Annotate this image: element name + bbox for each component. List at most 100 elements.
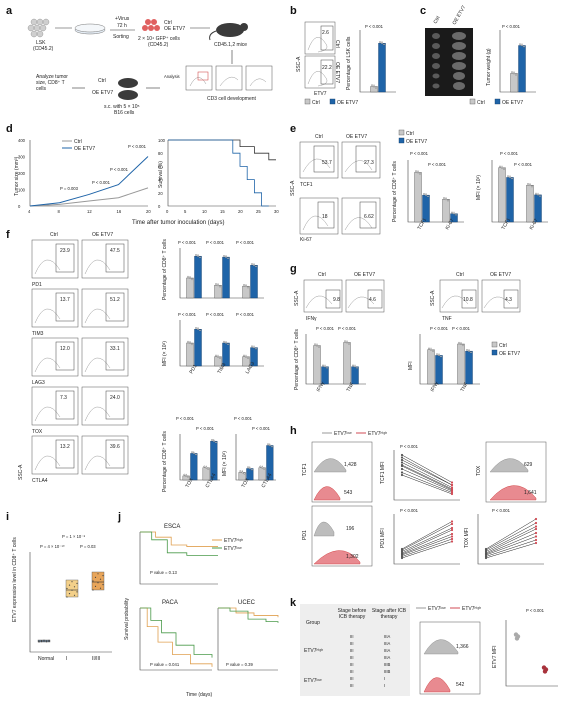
f-p7: P < 0.001 bbox=[176, 416, 195, 421]
g1-dot-1-1-0 bbox=[352, 364, 354, 367]
e2-dot-0-1-0 bbox=[507, 175, 509, 178]
h-pd1-paired bbox=[393, 514, 460, 565]
g-col-3: Ctrl bbox=[456, 272, 464, 278]
b-legend-ctrl-swatch bbox=[304, 98, 311, 105]
g2-dot-1-0-2 bbox=[462, 344, 464, 347]
e-val-4: 6.62 bbox=[364, 214, 374, 220]
f-marker-2: LAG3 bbox=[32, 380, 45, 386]
h2-line-0 bbox=[401, 521, 453, 550]
k-after-6: I bbox=[384, 676, 385, 681]
h-val-1: 1,428 bbox=[344, 462, 357, 468]
j-legend-low: ETV7ˡᵒʷ bbox=[224, 546, 242, 552]
h-val-5: 629 bbox=[524, 462, 533, 468]
k-val-1: 1,366 bbox=[456, 644, 469, 650]
f3-cat-0: TOX bbox=[185, 477, 196, 489]
d2-ytick-2: 40 bbox=[158, 178, 163, 183]
j-title-paca: PACA bbox=[162, 600, 178, 606]
g1-cat-0: IFNγ bbox=[316, 380, 327, 393]
j1-axes bbox=[139, 532, 218, 585]
g-val-3: 10.8 bbox=[463, 297, 473, 303]
mouse-oe-label: OE ETV7 bbox=[92, 90, 113, 96]
i-p3: P = 0.03 bbox=[80, 544, 96, 549]
i-dot-1-5 bbox=[66, 587, 68, 590]
i-dot-0-4 bbox=[48, 639, 50, 642]
f-gate-1-oe bbox=[105, 292, 125, 322]
b-bar-0-1 bbox=[378, 43, 386, 93]
f1-axes bbox=[179, 248, 264, 299]
d2-ytick-4: 80 bbox=[158, 151, 163, 156]
f-contour-4-ctrl bbox=[34, 455, 61, 471]
g2-dot-0-0-2 bbox=[432, 350, 434, 352]
j-p-paca: P value = 0.041 bbox=[150, 662, 180, 667]
f1-dot-0-0-0 bbox=[187, 275, 189, 278]
h1-line-4 bbox=[401, 464, 453, 490]
d1-tick-0: 4 bbox=[28, 209, 31, 214]
d1-tick-4: 20 bbox=[146, 209, 151, 214]
g2-dot-1-1-1 bbox=[468, 350, 470, 352]
h2-pt-b-1 bbox=[450, 522, 454, 526]
f-plot-4-ctrl bbox=[31, 435, 79, 475]
e1-cat-1: Ki-67 bbox=[445, 218, 456, 231]
g-col-1: Ctrl bbox=[318, 272, 326, 278]
h-val-6: 1,641 bbox=[524, 490, 537, 496]
gfp-cells-icon bbox=[142, 19, 160, 31]
i-dot-1-1 bbox=[68, 584, 71, 586]
f-p3: P < 0.001 bbox=[236, 240, 255, 245]
d1-tick-1: 8 bbox=[58, 209, 61, 214]
e-p2: P < 0.001 bbox=[428, 162, 447, 167]
h1-pt-a-5 bbox=[400, 464, 404, 468]
h3-pt-b-3 bbox=[534, 527, 538, 531]
h1-pt-a-7 bbox=[400, 471, 404, 474]
d2-step-ctrl bbox=[168, 139, 276, 161]
analyze-line3: cells bbox=[36, 86, 47, 92]
f2-dot-2-1-1 bbox=[253, 346, 255, 349]
h-ylabel-pd1: PD1 MFI bbox=[380, 528, 386, 548]
h2-line-4 bbox=[401, 533, 453, 555]
g-ylabel-2: SSC-A bbox=[430, 290, 436, 306]
h-tcf1-paired bbox=[393, 450, 460, 501]
j-ylabel: Survival probability bbox=[124, 598, 130, 640]
i-dot-1-4 bbox=[76, 582, 78, 585]
k-pvalue: P < 0.001 bbox=[526, 608, 545, 613]
e2-dot-0-1-2 bbox=[511, 177, 513, 180]
f-p8: P < 0.001 bbox=[196, 426, 215, 431]
panel-j: j ESCA PACA UCEC ETV7ʰⁱᵍʰ ETV7ˡᵒʷ P valu… bbox=[117, 511, 279, 698]
k-before-6: III bbox=[350, 676, 354, 681]
f1-dot-0-0-2 bbox=[191, 278, 193, 281]
g1-bar-1-0 bbox=[343, 342, 351, 385]
e2-bar-1-0 bbox=[526, 184, 534, 223]
f2-dot-0-0-2 bbox=[191, 343, 193, 346]
h3-line-4 bbox=[485, 532, 537, 555]
i-box-1 bbox=[65, 579, 79, 598]
e-val-2: 27.3 bbox=[364, 160, 374, 166]
j3-high bbox=[218, 607, 279, 618]
e2-dot-0-1-1 bbox=[509, 176, 511, 179]
f-contour-2-oe bbox=[84, 357, 111, 373]
i-dot-2-6 bbox=[94, 585, 97, 588]
b16-label: B16 cells bbox=[114, 110, 135, 116]
g1-dot-1-1-2 bbox=[356, 367, 358, 369]
i-cat-1: I bbox=[66, 656, 67, 662]
g2-dot-0-0-1 bbox=[430, 348, 432, 351]
g2-bar-1-0 bbox=[457, 343, 465, 385]
i-cat-2: II/III bbox=[92, 656, 100, 662]
f4-dot-1-0-2 bbox=[263, 468, 266, 470]
e-marker-tcf1: TCF1 bbox=[300, 182, 313, 188]
f-plot-2-ctrl bbox=[31, 337, 79, 377]
f1-dot-1-0-0 bbox=[215, 283, 217, 285]
h2-line-6 bbox=[401, 538, 453, 557]
f1-dot-0-1-0 bbox=[195, 254, 197, 256]
analyze-line2: size, CD8⁺ T bbox=[36, 80, 65, 86]
h-val-2: 543 bbox=[344, 490, 353, 496]
f-mfi-chart1: PD1 TIM3 LAG3 bbox=[179, 320, 264, 375]
i-dot-1-2 bbox=[71, 589, 73, 591]
g-p3: P < 0.001 bbox=[430, 326, 449, 331]
f4-dot-0-1-2 bbox=[251, 468, 253, 471]
j2-low bbox=[140, 607, 213, 658]
g-p4: P < 0.001 bbox=[452, 326, 471, 331]
i-dot-1-9 bbox=[76, 591, 78, 593]
f-plot-0-ctrl bbox=[31, 239, 79, 279]
h1-line-1 bbox=[401, 457, 453, 486]
f3-dot-0-1-1 bbox=[193, 452, 195, 455]
